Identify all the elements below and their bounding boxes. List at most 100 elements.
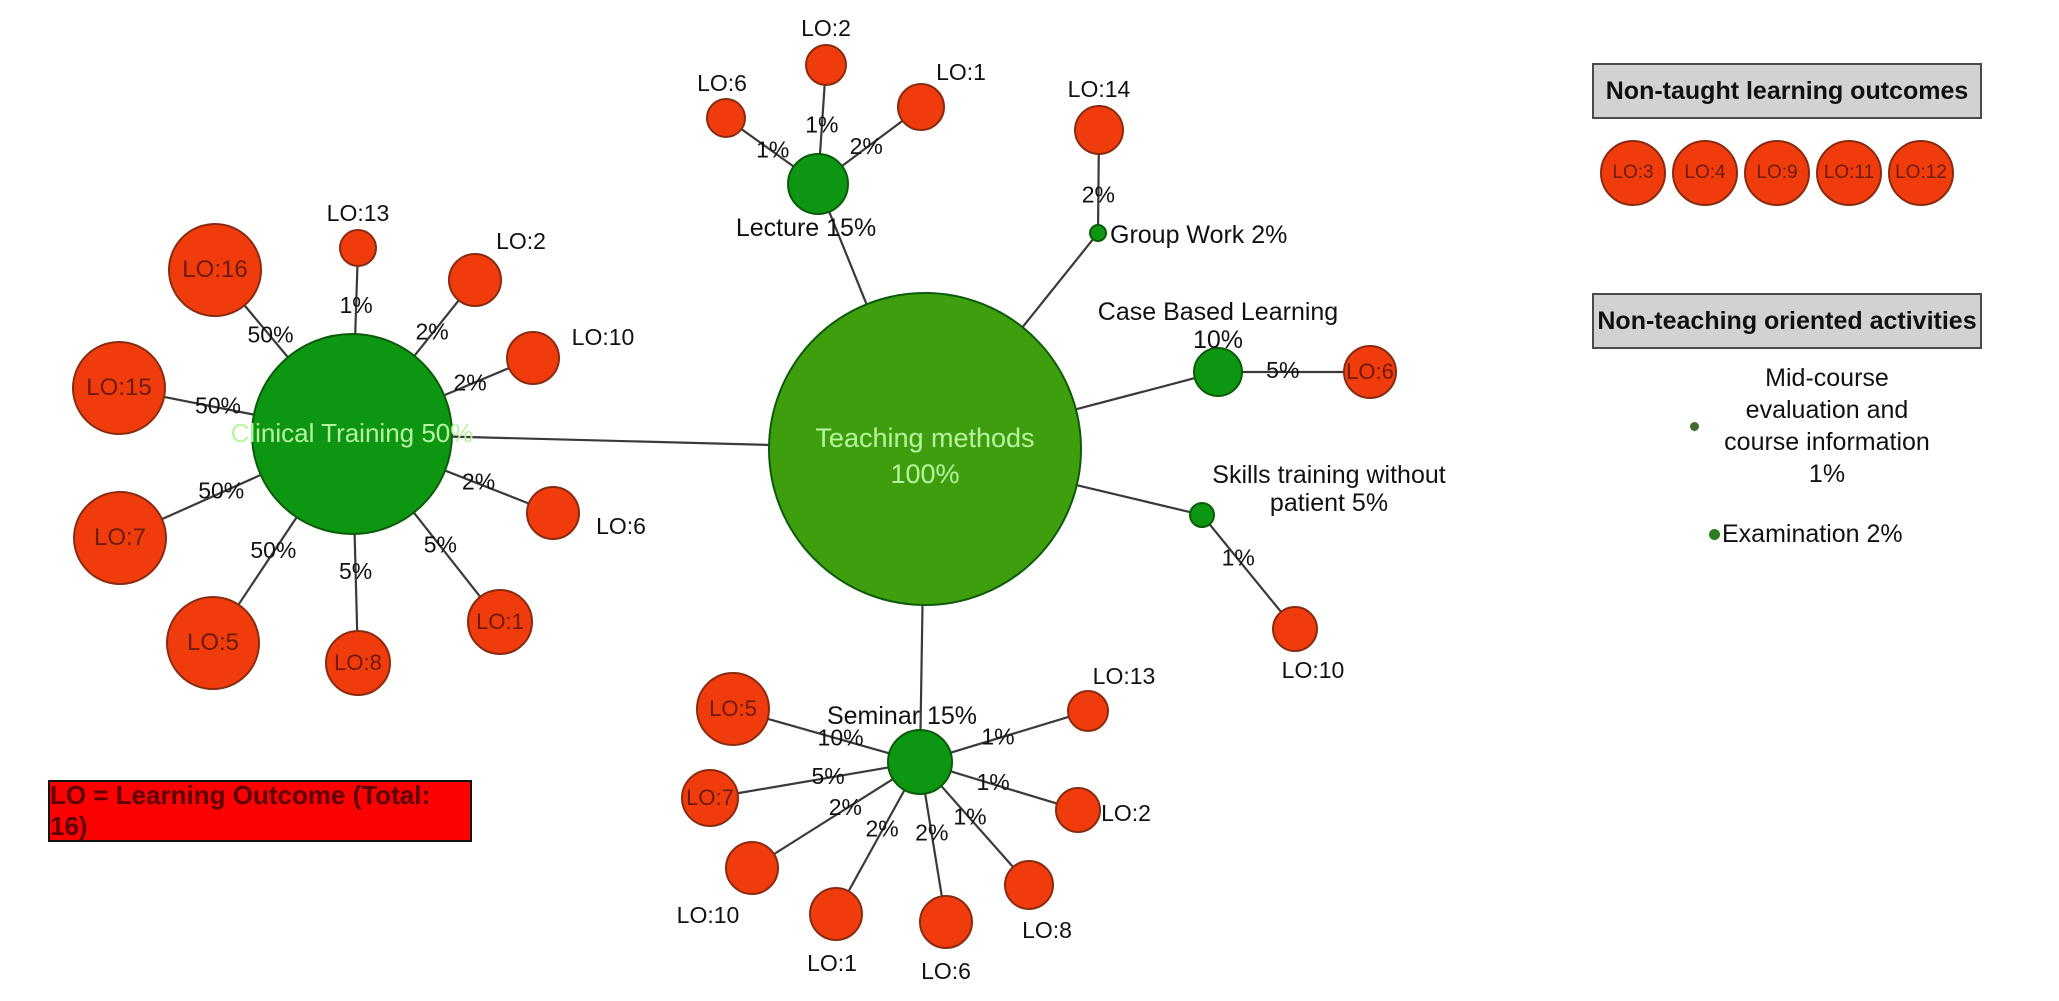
pct-group-work-lo14: 2% [1082,182,1115,208]
edge-lecture-lo6 [740,128,795,168]
node-seminar-lo8[interactable] [1004,860,1054,910]
node-seminar-lo7[interactable] [681,769,739,827]
node-lecture[interactable] [787,153,849,215]
node-label-lo1: LO:1 [807,950,857,976]
node-clinical-training-lo2[interactable] [448,253,502,307]
pct-clinical-training-lo16: 50% [248,321,294,347]
edge-clinical-training-lo7 [161,473,262,521]
node-clinical-training-lo15[interactable] [72,341,166,435]
edge-clinical-training-lo16 [243,304,289,358]
node-group-work[interactable] [1089,224,1107,242]
pct-clinical-training-lo7: 50% [198,478,244,504]
node-label-lo10: LO:10 [1282,657,1345,683]
edge-seminar-lo2 [950,770,1058,805]
pct-seminar-lo5: 10% [818,724,864,750]
node-lecture-lo6[interactable] [706,98,746,138]
legend-chip-lo3: LO:3 [1600,140,1666,206]
pct-seminar-lo6: 2% [915,820,948,846]
edge-lecture-lo2 [818,84,826,155]
node-label-lo7: LO:7 [94,524,146,551]
node-clinical-training-lo8[interactable] [325,630,391,696]
edge-seminar-lo8 [940,785,1014,868]
node-label-group-work: Group Work 2% [1110,221,1287,249]
node-clinical-training-lo13[interactable] [339,229,377,267]
node-label-lo10: LO:10 [677,902,740,928]
node-seminar-lo6[interactable] [919,895,973,949]
node-seminar-lo5[interactable] [696,672,770,746]
node-label-lo1: LO:1 [936,59,986,85]
edge-clinical-training-lo15 [163,395,255,416]
pct-clinical-training-lo2: 2% [416,319,449,345]
legend-chip-lo12: LO:12 [1888,140,1954,206]
pct-seminar-lo10: 2% [829,794,862,820]
edge-clinical-training-lo13 [354,265,359,335]
node-value-teaching-methods: 100% [890,459,959,489]
edge-root-seminar [919,604,924,731]
node-teaching-methods[interactable] [768,292,1082,606]
node-clinical-training-lo1[interactable] [467,589,533,655]
node-label-lo13: LO:13 [327,200,390,226]
node-skills-training-without-patient[interactable] [1189,502,1215,528]
node-seminar-lo2[interactable] [1055,787,1101,833]
node-label-lo8: LO:8 [334,650,382,675]
node-clinical-training[interactable] [251,333,453,535]
edge-clinical-training-lo6 [444,469,530,505]
pct-clinical-training-lo10: 2% [454,369,487,395]
green-dot-icon [1709,528,1720,540]
pct-seminar-lo8: 1% [953,803,986,829]
edge-clinical-training-lo10 [443,367,510,397]
node-label-lo2: LO:2 [801,15,851,41]
pct-seminar-lo7: 5% [811,763,844,789]
node-clinical-training-lo10[interactable] [506,331,560,385]
activity-mid-course-label: Mid-course evaluation and course informati… [1724,364,1930,488]
pct-clinical-training-lo15: 50% [195,393,241,419]
node-label-lo15: LO:15 [86,374,151,401]
legend-non-teaching-header: Non-teaching oriented activities [1592,293,1982,349]
legend-chip-lo9: LO:9 [1744,140,1810,206]
edge-root-skills-training-without-patient [1076,484,1191,514]
pct-clinical-training-lo6: 2% [462,469,495,495]
node-seminar-lo10[interactable] [725,841,779,895]
edge-seminar-lo5 [767,717,890,755]
node-label-lo6: LO:6 [596,513,646,539]
node-seminar[interactable] [887,729,953,795]
node-label2-skills-training-without-patient: patient 5% [1270,489,1388,517]
node-label-lo14: LO:14 [1068,76,1131,102]
pct-clinical-training-lo1: 5% [424,531,457,557]
node-clinical-training-lo6[interactable] [526,486,580,540]
node-group-work-lo14[interactable] [1074,105,1124,155]
node-clinical-training-lo5[interactable] [166,596,260,690]
node-label-lo8: LO:8 [1022,917,1072,943]
activity-examination-label: Examination 2% [1722,520,1903,548]
node-label-lo16: LO:16 [182,256,247,283]
pct-clinical-training-lo13: 1% [339,292,372,318]
edge-clinical-training-lo2 [413,299,460,357]
node-lecture-lo1[interactable] [897,83,945,131]
node-label-lo6: LO:6 [697,70,747,96]
node-value-case-based-learning: 10% [1193,326,1243,354]
pct-lecture-lo1: 2% [850,133,883,159]
node-clinical-training-lo16[interactable] [168,223,262,317]
edge-root-lecture [828,211,868,305]
node-label-lo6: LO:6 [1346,359,1394,384]
edge-group-work-lo14 [1096,153,1100,226]
pct-seminar-lo1: 2% [866,816,899,842]
node-label-lo6: LO:6 [921,958,971,984]
node-clinical-training-lo7[interactable] [73,491,167,585]
edge-clinical-training-lo8 [353,533,359,632]
legend-chip-lo11: LO:11 [1816,140,1882,206]
legend-learning-outcome-note: LO = Learning Outcome (Total: 16) [48,780,472,842]
node-seminar-lo1[interactable] [809,887,863,941]
edge-seminar-lo13 [950,715,1070,754]
node-label-lo2: LO:2 [1101,800,1151,826]
node-label-seminar: Seminar 15% [827,702,977,730]
node-case-based-learning[interactable] [1193,347,1243,397]
node-case-based-learning-lo6[interactable] [1343,345,1397,399]
green-dot-icon [1690,421,1699,431]
pct-seminar-lo13: 1% [981,723,1014,749]
node-seminar-lo13[interactable] [1067,690,1109,732]
node-lecture-lo2[interactable] [805,44,847,86]
node-skills-training-without-patient-lo10[interactable] [1272,606,1318,652]
